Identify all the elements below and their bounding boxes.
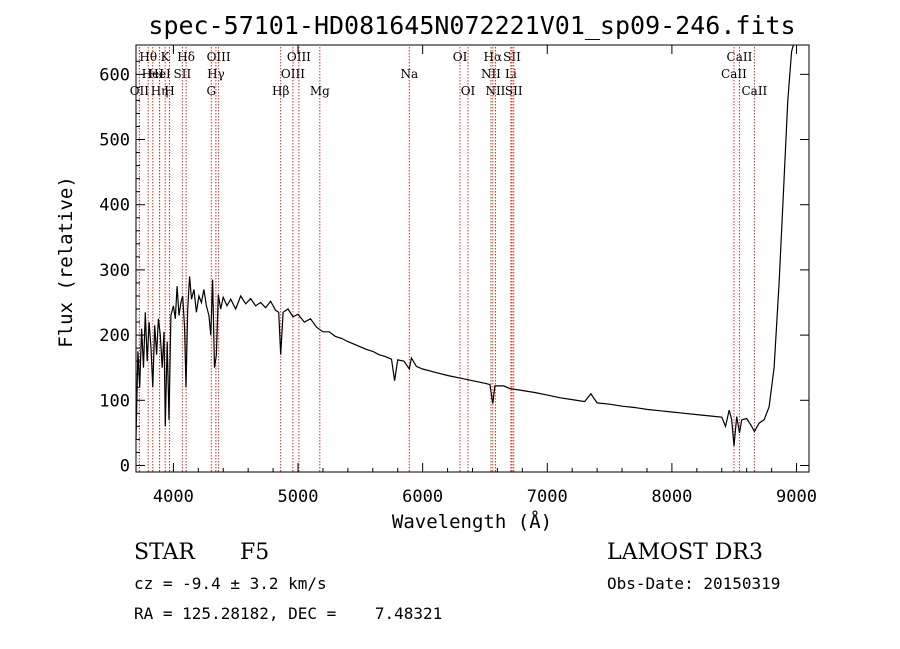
obs-date: Obs-Date: 20150319 bbox=[607, 574, 781, 593]
spectral-line-label: Hγ bbox=[207, 67, 225, 81]
spectral-line-label: SII bbox=[505, 84, 523, 98]
x-tick-label: 9000 bbox=[776, 487, 817, 507]
spectral-line-label: SII bbox=[503, 50, 521, 64]
spectral-line-label: NII bbox=[481, 67, 501, 81]
spectral-line-label: Hη bbox=[151, 84, 169, 98]
spectral-line-label: OI bbox=[461, 84, 476, 98]
spectral-line-label: OIII bbox=[281, 67, 305, 81]
spectral-line-label: OI bbox=[453, 50, 468, 64]
chart-title: spec-57101-HD081645N072221V01_sp09-246.f… bbox=[148, 11, 795, 40]
plot-frame bbox=[135, 44, 810, 473]
y-tick-label: 600 bbox=[99, 65, 130, 85]
y-tick-label: 400 bbox=[99, 196, 130, 216]
spectrum-line bbox=[135, 44, 794, 446]
y-axis: 0 100 200 300 400 500 600 bbox=[99, 60, 809, 476]
y-axis-label: Flux (relative) bbox=[55, 176, 77, 348]
y-tick-label: 200 bbox=[99, 326, 130, 346]
spectral-line-label: Mg bbox=[310, 84, 330, 98]
coordinates: RA = 125.28182, DEC = 7.48321 bbox=[134, 604, 443, 623]
x-tick-label: 5000 bbox=[278, 487, 319, 507]
spectral-line-label: Hβ bbox=[272, 84, 289, 98]
y-tick-label: 100 bbox=[99, 391, 130, 411]
x-tick-label: 8000 bbox=[651, 487, 692, 507]
x-tick-label: 4000 bbox=[153, 487, 194, 507]
y-tick-label: 500 bbox=[99, 131, 130, 151]
spectral-line-label: HeI bbox=[142, 67, 165, 81]
spectral-line-label: Hδ bbox=[177, 50, 195, 64]
spectral-line-label: CaII bbox=[727, 50, 753, 64]
spectral-line-label: H bbox=[164, 84, 174, 98]
spectral-line-label: CaII bbox=[741, 84, 767, 98]
spectral-line-label: K bbox=[161, 50, 171, 64]
spectral-line-label: Hθ bbox=[139, 50, 157, 64]
x-axis: 4000 5000 6000 7000 8000 9000 bbox=[153, 45, 817, 507]
spectral-line-label: OIII bbox=[207, 50, 231, 64]
survey-name: LAMOST DR3 bbox=[607, 540, 763, 565]
y-tick-label: 300 bbox=[99, 261, 130, 281]
spectral-line-label: Li bbox=[505, 67, 517, 81]
spectral-line-label: HeI bbox=[148, 67, 171, 81]
y-tick-label: 0 bbox=[120, 456, 130, 476]
spectral-line-label: SII bbox=[174, 67, 192, 81]
redshift-text: cz = -9.4 ± 3.2 km/s bbox=[134, 574, 327, 593]
x-axis-label: Wavelength (Å) bbox=[392, 510, 552, 533]
spectral-line-label: NII bbox=[485, 84, 505, 98]
spectral-line-label: OII bbox=[130, 84, 150, 98]
object-class: STAR bbox=[134, 540, 195, 565]
spectral-line-label: CaII bbox=[721, 67, 747, 81]
x-tick-label: 6000 bbox=[402, 487, 443, 507]
x-tick-label: 7000 bbox=[527, 487, 568, 507]
spectral-line-label: OIII bbox=[287, 50, 311, 64]
spectral-line-label: Hα bbox=[484, 50, 503, 64]
spectral-line-label: G bbox=[206, 84, 216, 98]
spectral-line-label: Na bbox=[400, 67, 418, 81]
subclass: F5 bbox=[240, 540, 270, 565]
